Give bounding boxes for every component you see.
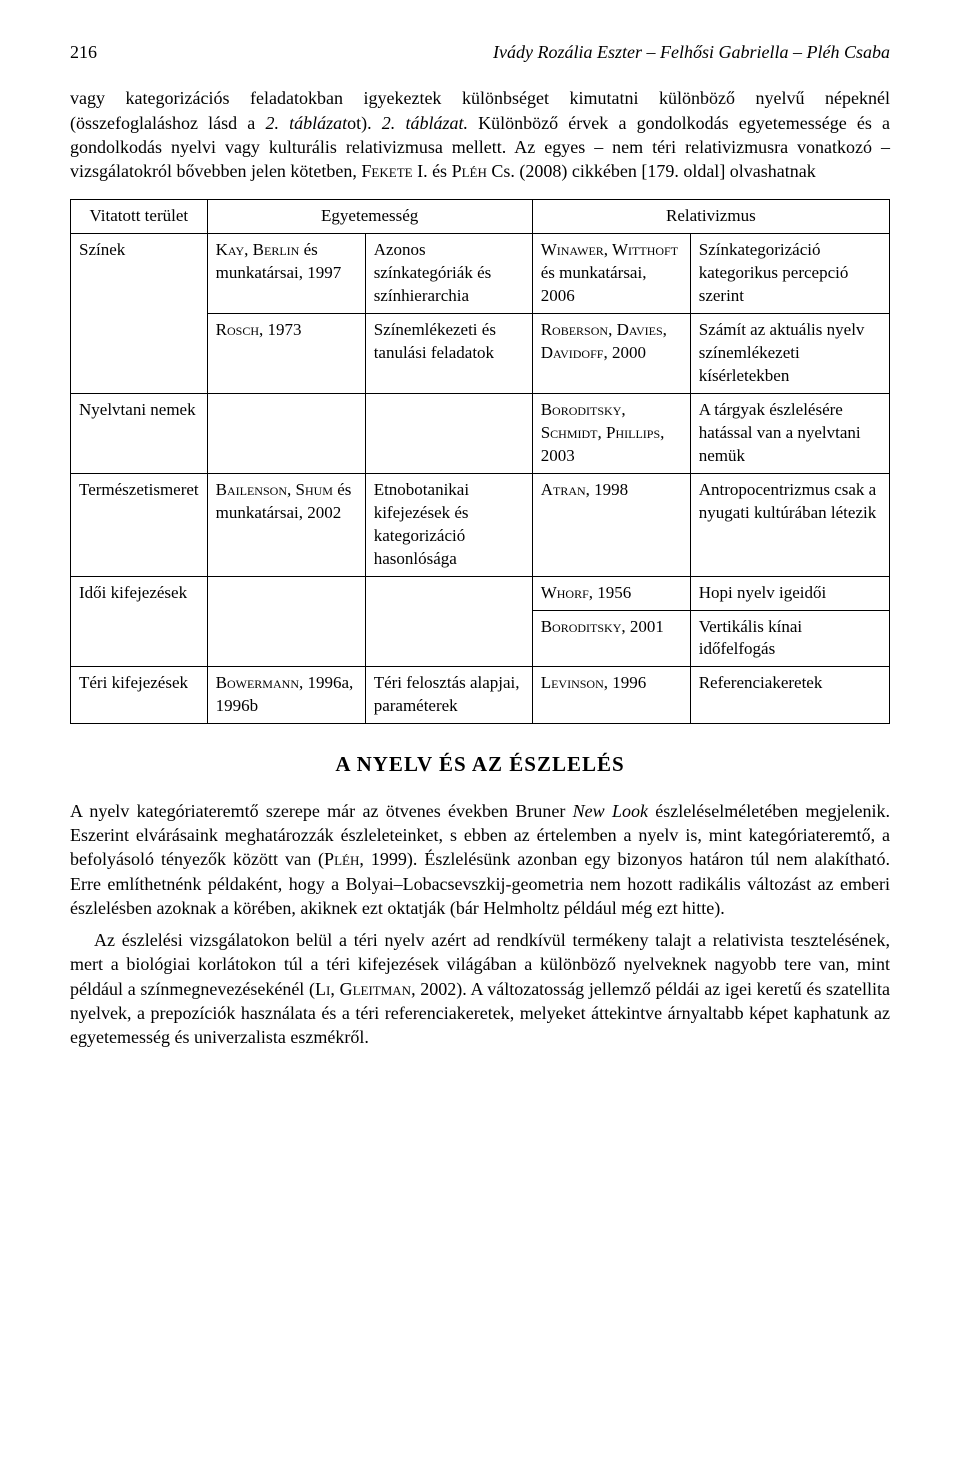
cell: Kay, Berlin és munkatársai, 1997 <box>207 234 365 314</box>
cell: Bowermann, 1996a, 1996b <box>207 667 365 724</box>
cell: Roberson, Davies, Davidoff, 2000 <box>532 314 690 394</box>
intro-paragraph: vagy kategorizációs feladatokban igyekez… <box>70 86 890 183</box>
cell: Azonos színkategóriák és színhierarchia <box>365 234 532 314</box>
cell: Számít az aktuális nyelv színemlékezeti … <box>690 314 889 394</box>
col-header-universality: Egyetemesség <box>207 200 532 234</box>
page-header: 216 Ivády Rozália Eszter – Felhősi Gabri… <box>70 40 890 64</box>
page-number: 216 <box>70 40 97 64</box>
table-row: Nyelvtani nemek Boroditsky, Schmidt, Phi… <box>71 394 890 474</box>
cell <box>365 394 532 474</box>
cell-area: Színek <box>71 234 208 394</box>
running-head: Ivády Rozália Eszter – Felhősi Gabriella… <box>493 40 890 64</box>
table-header-row: Vitatott terület Egyetemesség Relativizm… <box>71 200 890 234</box>
table-row: Természetismeret Bailenson, Shum és munk… <box>71 473 890 576</box>
col-header-relativism: Relativizmus <box>532 200 889 234</box>
cell-area: Téri kifejezések <box>71 667 208 724</box>
cell: Levinson, 1996 <box>532 667 690 724</box>
cell <box>365 576 532 667</box>
cell: Etnobotanikai kifejezések és kategorizác… <box>365 473 532 576</box>
cell: Winawer, Witthoft és munkatársai, 2006 <box>532 234 690 314</box>
cell: Vertikális kínai időfelfogás <box>690 610 889 667</box>
table-row: Színek Kay, Berlin és munkatársai, 1997 … <box>71 234 890 314</box>
table-row: Téri kifejezések Bowermann, 1996a, 1996b… <box>71 667 890 724</box>
cell <box>207 394 365 474</box>
cell-area: Természetismeret <box>71 473 208 576</box>
section-heading: A NYELV ÉS AZ ÉSZLELÉS <box>70 750 890 778</box>
cell: Rosch, 1973 <box>207 314 365 394</box>
cell: Boroditsky, 2001 <box>532 610 690 667</box>
cell: A tárgyak észlelésére hatással van a nye… <box>690 394 889 474</box>
cell: Boroditsky, Schmidt, Phillips, 2003 <box>532 394 690 474</box>
cell-area: Nyelvtani nemek <box>71 394 208 474</box>
cell: Színemlékezeti és tanulási feladatok <box>365 314 532 394</box>
cell: Bailenson, Shum és munkatársai, 2002 <box>207 473 365 576</box>
cell: Antropocentrizmus csak a nyugati kultúrá… <box>690 473 889 576</box>
cell: Atran, 1998 <box>532 473 690 576</box>
cell <box>207 576 365 667</box>
cell: Hopi nyelv igeidői <box>690 576 889 610</box>
cell: Whorf, 1956 <box>532 576 690 610</box>
comparison-table: Vitatott terület Egyetemesség Relativizm… <box>70 199 890 724</box>
body-paragraph-1: A nyelv kategóriateremtő szerepe már az … <box>70 799 890 920</box>
cell-area: Idői kifejezések <box>71 576 208 667</box>
table-row: Idői kifejezések Whorf, 1956 Hopi nyelv … <box>71 576 890 610</box>
body-paragraph-2: Az észlelési vizsgálatokon belül a téri … <box>70 928 890 1049</box>
col-header-area: Vitatott terület <box>71 200 208 234</box>
cell: Téri felosztás alapjai, paraméterek <box>365 667 532 724</box>
cell: Referenciakeretek <box>690 667 889 724</box>
cell: Színkategorizáció kategorikus percepció … <box>690 234 889 314</box>
